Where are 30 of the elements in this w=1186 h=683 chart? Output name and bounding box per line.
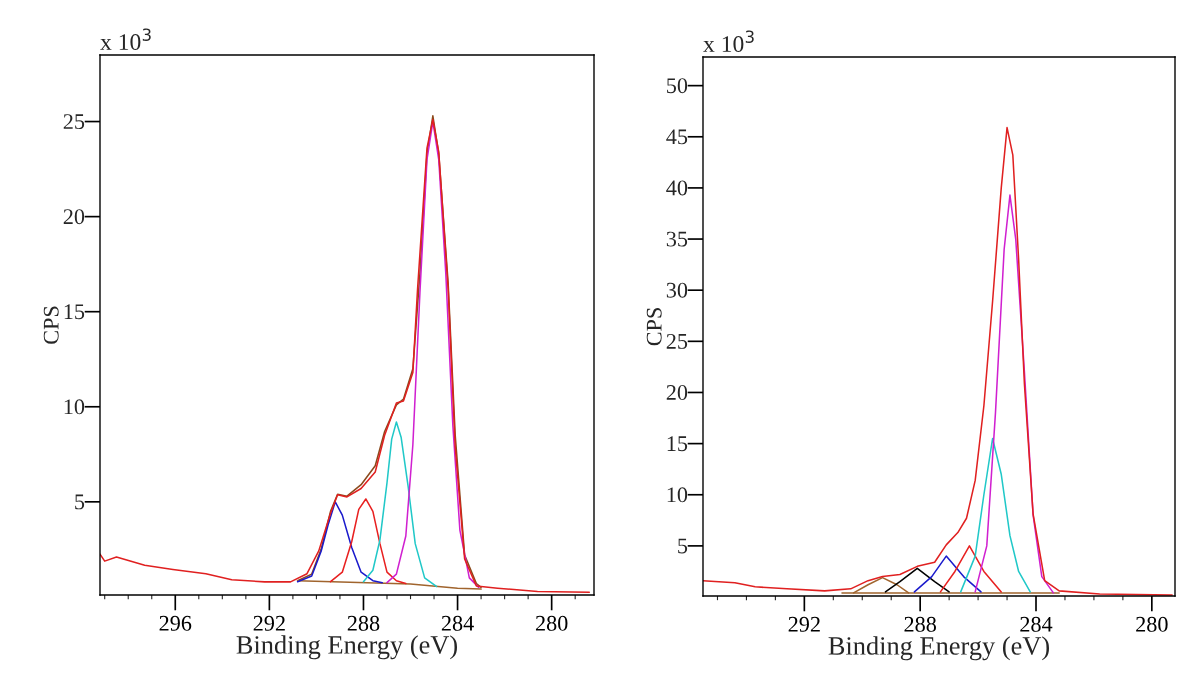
text: x 10$^{3}$ [703,30,754,53]
y-tick-label: 45 [666,129,688,145]
x-tick-label: 288 [904,616,936,632]
x-tick-label: 280 [1136,616,1168,632]
y-tick-label: 5 [75,494,85,510]
text: x 10$^{3}$ [100,28,151,51]
y-tick-label: 10 [667,487,688,503]
y-tick-label: 10 [64,399,85,415]
y-tick-label: 50 [667,78,688,94]
y-tick-label: 20 [63,209,85,225]
x-tick-label: 292 [253,615,285,631]
y-tick-label: 20 [666,384,688,400]
x-tick-label: 284 [1020,616,1053,632]
y-axis-title: CPS [43,306,59,344]
x-tick-label: 288 [347,615,380,631]
y-tick-label: 15 [667,436,688,452]
x-tick-label: 284 [441,615,474,631]
y-tick-label: 35 [666,231,688,247]
y-tick-label: 25 [63,114,85,130]
x-tick-label: 280 [535,615,568,631]
y-tick-label: 40 [666,180,688,196]
x-tick-label: 292 [788,616,820,632]
y-tick-label: 5 [678,538,688,554]
y-tick-label: 25 [666,333,688,349]
x-axis-title: Binding Energy (eV) [236,635,457,660]
x-axis-title: Binding Energy (eV) [828,636,1049,661]
y-tick-label: 30 [666,282,688,298]
y-axis-title: CPS [646,308,662,346]
y-tick-label: 15 [64,304,85,320]
x-tick-label: 296 [159,615,192,631]
